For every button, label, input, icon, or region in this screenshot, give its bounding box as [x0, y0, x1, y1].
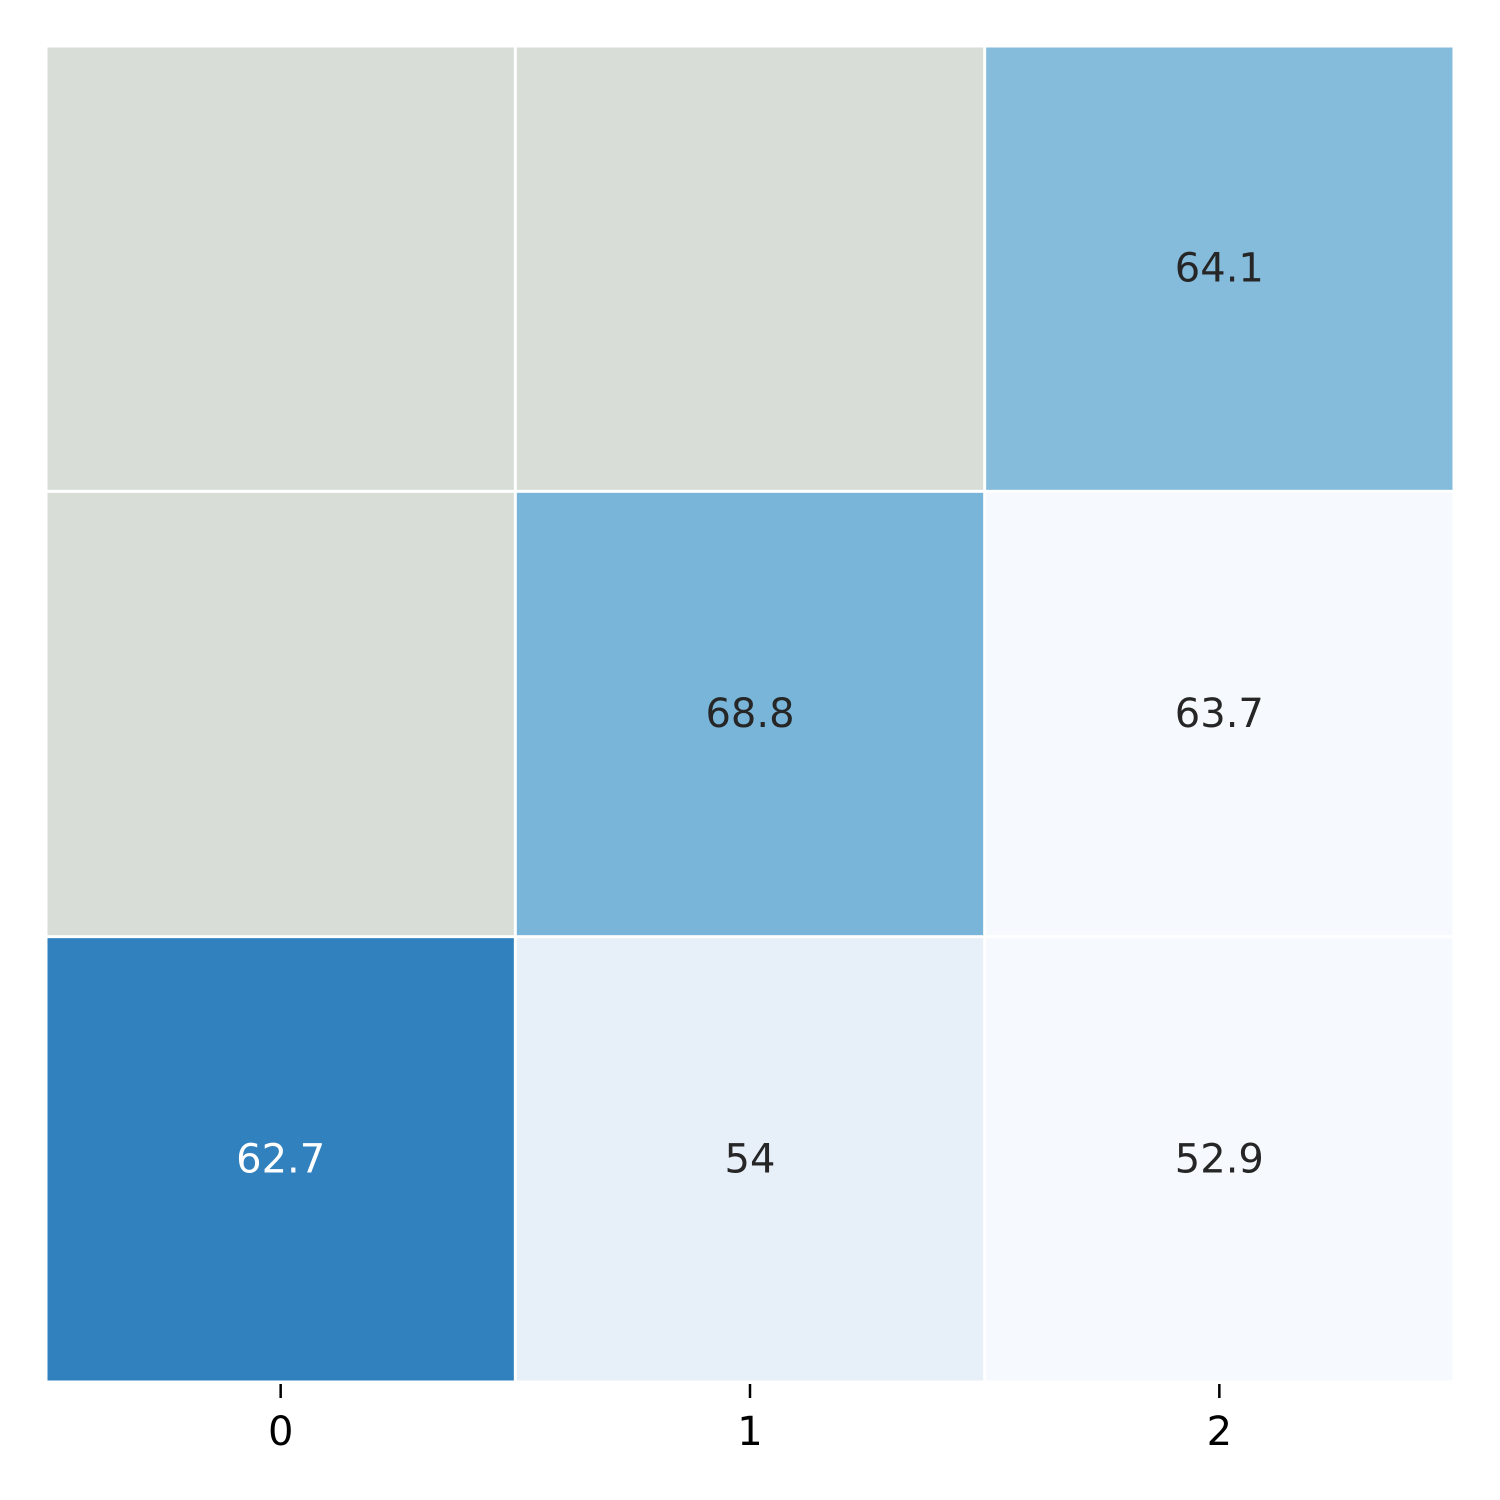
cell-value-label-r2-c0: 62.7: [236, 1136, 325, 1182]
cell-value-label-r2-c2: 52.9: [1175, 1136, 1264, 1182]
heatmap-cell-r1-c0: [47, 492, 514, 936]
heatmap-cell-labels: 64.1 68.8 63.7 62.7 54 52.9: [236, 246, 1264, 1183]
heatmap-cell-r0-c0: [47, 47, 514, 490]
heatmap-cell-r0-c1: [516, 47, 984, 490]
cell-value-label-r1-c2: 63.7: [1175, 691, 1264, 737]
heatmap-cell-r1-c1: [516, 492, 984, 936]
cell-value-label-r1-c1: 68.8: [705, 691, 794, 737]
cell-value-label-r2-c1: 54: [725, 1136, 776, 1182]
heatmap-cell-r1-c2: [986, 492, 1453, 936]
heatmap-cells: [47, 47, 1453, 1381]
heatmap-cell-r2-c2: [986, 938, 1453, 1381]
x-tick-label-2: 2: [1207, 1409, 1232, 1455]
heatmap-cell-r2-c0: [47, 938, 514, 1381]
heatmap-cell-r0-c2: [986, 47, 1453, 490]
heatmap-cell-r2-c1: [516, 938, 984, 1381]
x-axis-ticks: 0 1 2: [268, 1384, 1232, 1455]
x-tick-label-1: 1: [737, 1409, 762, 1455]
x-tick-label-0: 0: [268, 1409, 293, 1455]
cell-value-label-r0-c2: 64.1: [1175, 246, 1264, 292]
